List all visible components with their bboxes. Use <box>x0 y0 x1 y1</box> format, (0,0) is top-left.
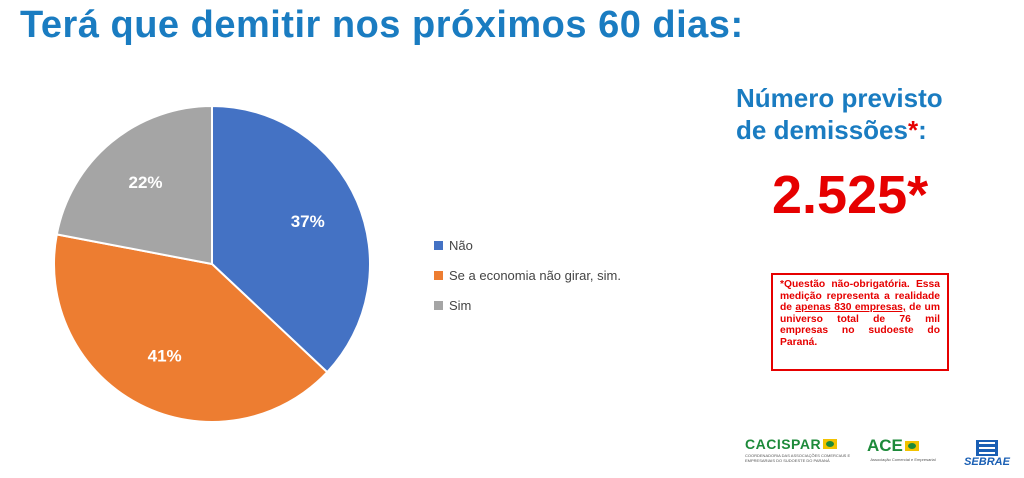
legend-item: Não <box>434 230 621 260</box>
kpi-label: Número previsto de demissões*: <box>736 82 943 146</box>
legend-swatch <box>434 240 443 250</box>
legend-swatch <box>434 300 443 310</box>
legend-label: Não <box>449 237 473 253</box>
partner-logos: CACISPAR COORDENADORIA DAS ASSOCIAÇÕES C… <box>745 436 1015 468</box>
ace-logo: ACE Associação Comercial e Empresarial <box>867 436 939 462</box>
pie-slice <box>53 233 329 423</box>
sebrae-logo: SEBRAE <box>959 440 1015 468</box>
legend-item: Se a economia não girar, sim. <box>434 260 621 290</box>
pie-slice <box>55 104 213 266</box>
pie-slice <box>211 104 371 374</box>
kpi-colon: : <box>918 115 927 145</box>
chart-legend: Não Se a economia não girar, sim. Sim <box>434 230 621 320</box>
ace-subtitle: Associação Comercial e Empresarial <box>870 457 936 462</box>
kpi-label-line2: de demissões*: <box>736 114 943 146</box>
footnote-highlight: apenas 830 empresas, <box>795 302 906 313</box>
cacispar-name: CACISPAR <box>745 436 822 452</box>
footnote-text-end: de um universo total de 76 mil empresas … <box>780 302 940 348</box>
kpi-asterisk: * <box>907 115 919 145</box>
legend-label: Sim <box>449 297 472 313</box>
kpi-label-text: de demissões <box>736 115 908 145</box>
sebrae-emblem-icon <box>976 440 998 456</box>
cacispar-subtitle: COORDENADORIA DAS ASSOCIAÇÕES COMERCIAIS… <box>745 453 851 463</box>
flag-icon <box>904 441 919 451</box>
kpi-label-line1: Número previsto <box>736 83 943 113</box>
cacispar-logo: CACISPAR COORDENADORIA DAS ASSOCIAÇÕES C… <box>745 436 853 463</box>
legend-label: Se a economia não girar, sim. <box>449 267 621 283</box>
kpi-value: 2.525* <box>772 165 929 225</box>
ace-name: ACE <box>867 436 903 455</box>
footnote-text-start: *Questão não-obrigatória. Essa medição r… <box>780 279 940 313</box>
legend-item: Sim <box>434 290 621 320</box>
sebrae-name: SEBRAE <box>964 456 1010 468</box>
flag-icon <box>823 439 838 449</box>
slice-data-label: 37% <box>291 212 325 231</box>
slice-data-label: 22% <box>129 173 163 192</box>
legend-swatch <box>434 270 443 280</box>
pie-chart: 37% 41% 22% <box>53 104 371 423</box>
slice-data-label: 41% <box>148 346 182 365</box>
footnote-box: *Questão não-obrigatória. Essa medição r… <box>771 273 949 371</box>
page-title: Terá que demitir nos próximos 60 dias: <box>20 4 744 46</box>
